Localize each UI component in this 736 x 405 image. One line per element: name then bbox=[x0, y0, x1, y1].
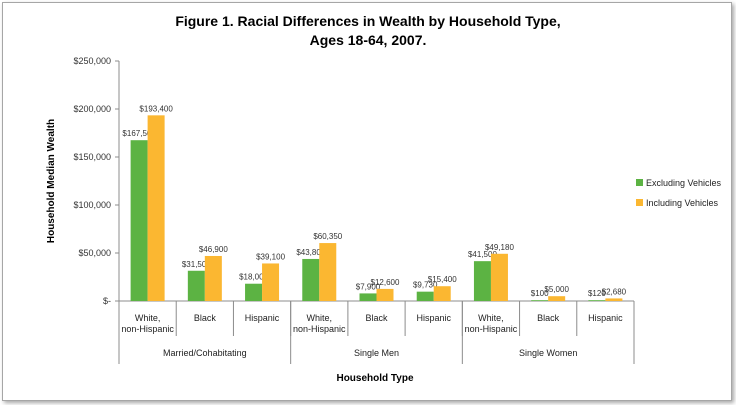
data-label: $41,500 bbox=[468, 250, 497, 259]
bar-excluding-vehicles bbox=[531, 300, 549, 301]
chart-title-line-2: Ages 18-64, 2007. bbox=[310, 32, 427, 48]
category-label: Hispanic bbox=[245, 313, 280, 323]
bar-excluding-vehicles bbox=[130, 140, 148, 301]
bar-including-vehicles bbox=[605, 298, 623, 301]
data-label: $2,680 bbox=[602, 287, 627, 296]
legend-swatch-including-vehicles bbox=[636, 199, 643, 206]
bar-excluding-vehicles bbox=[359, 293, 377, 301]
category-label-line-1: White, bbox=[478, 313, 504, 323]
category-label-line-1: White, bbox=[135, 313, 161, 323]
category-label: Black bbox=[365, 313, 388, 323]
data-label: $12,600 bbox=[371, 278, 400, 287]
data-label: $120 bbox=[588, 289, 606, 298]
y-tick-label: $150,000 bbox=[73, 152, 111, 162]
legend-swatch-excluding-vehicles bbox=[636, 179, 643, 186]
data-label: $5,000 bbox=[544, 285, 569, 294]
category-label: Hispanic bbox=[588, 313, 623, 323]
data-label: $167,500 bbox=[122, 129, 156, 138]
data-label: $9,730 bbox=[413, 281, 438, 290]
bar-including-vehicles bbox=[319, 243, 337, 301]
bar-excluding-vehicles bbox=[588, 300, 606, 301]
data-label: $46,900 bbox=[199, 245, 228, 254]
category-label-line-2: non-Hispanic bbox=[465, 324, 518, 334]
bar-including-vehicles bbox=[204, 255, 222, 301]
x-axis-title: Household Type bbox=[336, 373, 413, 384]
category-label: Black bbox=[537, 313, 560, 323]
group-label: Single Men bbox=[354, 348, 399, 358]
bar-excluding-vehicles bbox=[416, 291, 434, 301]
chart-title-line-1: Figure 1. Racial Differences in Wealth b… bbox=[175, 13, 560, 29]
data-label: $60,350 bbox=[313, 232, 342, 241]
data-label: $193,400 bbox=[139, 104, 173, 113]
y-tick-label: $100,000 bbox=[73, 200, 111, 210]
y-axis-title: Household Median Wealth bbox=[46, 119, 57, 243]
data-label: $18,000 bbox=[239, 273, 268, 282]
y-tick-label: $250,000 bbox=[73, 56, 111, 66]
bar-including-vehicles bbox=[433, 286, 451, 301]
legend-label: Including Vehicles bbox=[646, 198, 719, 208]
category-label: Hispanic bbox=[416, 313, 451, 323]
data-label: $39,100 bbox=[256, 252, 285, 261]
chart-frame bbox=[2, 2, 732, 401]
category-label-line-2: non-Hispanic bbox=[121, 324, 174, 334]
group-label: Single Women bbox=[519, 348, 577, 358]
bar-excluding-vehicles bbox=[473, 261, 491, 301]
bar-excluding-vehicles bbox=[187, 270, 205, 301]
data-label: $49,180 bbox=[485, 243, 514, 252]
bar-including-vehicles bbox=[262, 263, 280, 301]
group-label: Married/Cohabitating bbox=[163, 348, 247, 358]
data-label: $7,900 bbox=[356, 282, 381, 291]
y-tick-label: $- bbox=[103, 296, 111, 306]
bar-including-vehicles bbox=[376, 288, 394, 301]
bar-excluding-vehicles bbox=[302, 258, 320, 301]
bar-excluding-vehicles bbox=[245, 283, 263, 301]
category-label-line-1: White, bbox=[307, 313, 333, 323]
category-label-line-2: non-Hispanic bbox=[293, 324, 346, 334]
legend-label: Excluding Vehicles bbox=[646, 178, 722, 188]
data-label: $15,400 bbox=[428, 275, 457, 284]
data-label: $100 bbox=[531, 289, 549, 298]
bar-including-vehicles bbox=[490, 253, 508, 301]
y-tick-label: $200,000 bbox=[73, 104, 111, 114]
bar-including-vehicles bbox=[548, 296, 566, 301]
data-label: $31,500 bbox=[182, 260, 211, 269]
bar-including-vehicles bbox=[147, 115, 165, 301]
y-tick-label: $50,000 bbox=[78, 248, 111, 258]
data-label: $43,800 bbox=[296, 248, 325, 257]
category-label: Black bbox=[194, 313, 217, 323]
